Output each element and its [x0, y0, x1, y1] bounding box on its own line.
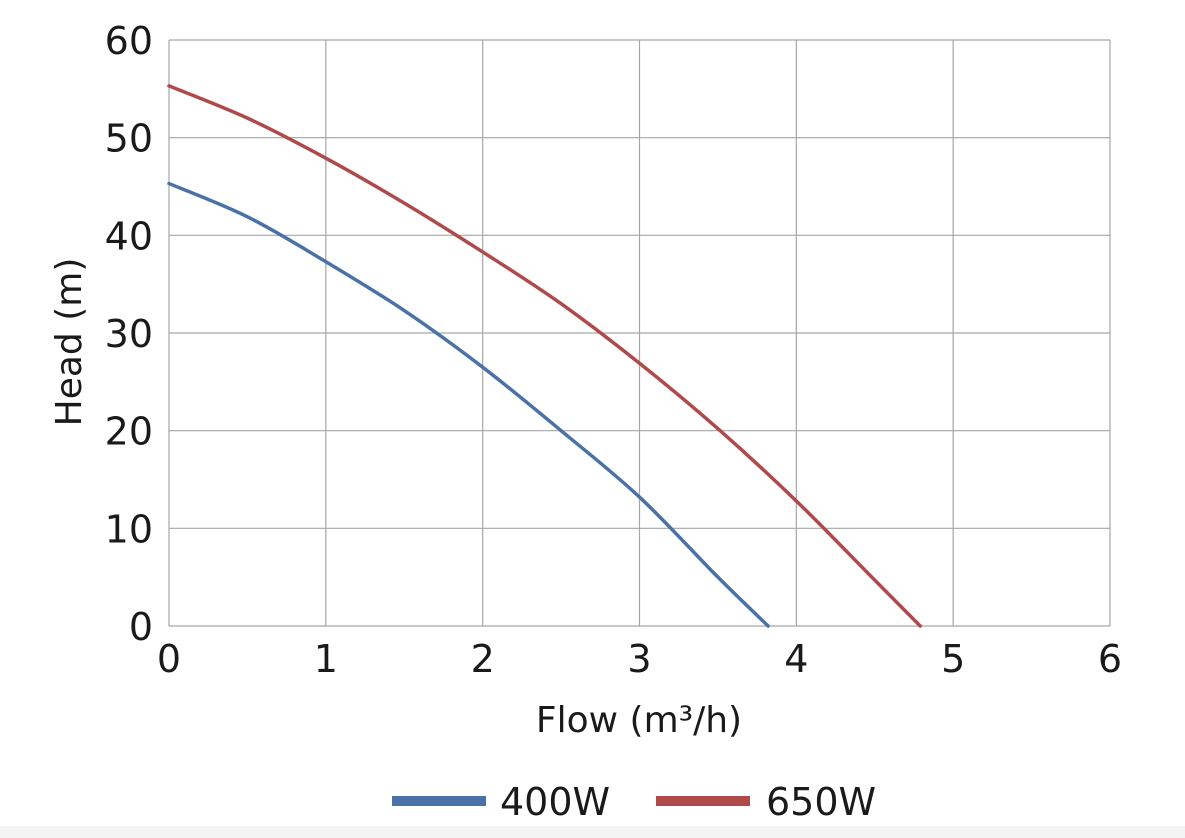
y-axis-title: Head (m) — [49, 258, 90, 427]
series-line-650w — [167, 84, 922, 628]
legend: 400W 650W — [392, 780, 876, 824]
legend-label-650w: 650W — [766, 780, 876, 824]
x-tick-label: 2 — [471, 637, 495, 681]
series-layer — [167, 84, 922, 628]
y-tick-label: 20 — [105, 410, 153, 454]
legend-label-400w: 400W — [500, 780, 610, 824]
y-axis-ticks: 0 10 20 30 40 50 60 — [105, 19, 153, 649]
x-axis-title: Flow (m³/h) — [536, 700, 742, 741]
x-tick-label: 5 — [941, 637, 965, 681]
y-tick-label: 60 — [105, 19, 153, 63]
x-tick-label: 0 — [157, 637, 181, 681]
series-line-400w — [167, 181, 770, 628]
x-tick-label: 4 — [784, 637, 808, 681]
x-tick-label: 1 — [314, 637, 338, 681]
y-tick-label: 0 — [129, 605, 153, 649]
y-tick-label: 30 — [105, 312, 153, 356]
y-tick-label: 50 — [105, 117, 153, 161]
x-axis-ticks: 0 1 2 3 4 5 6 — [157, 637, 1122, 681]
grid — [168, 39, 1111, 627]
footer-band — [0, 826, 1185, 838]
x-tick-label: 3 — [627, 637, 651, 681]
y-tick-label: 10 — [105, 507, 153, 551]
x-tick-label: 6 — [1098, 637, 1122, 681]
y-tick-label: 40 — [105, 214, 153, 258]
